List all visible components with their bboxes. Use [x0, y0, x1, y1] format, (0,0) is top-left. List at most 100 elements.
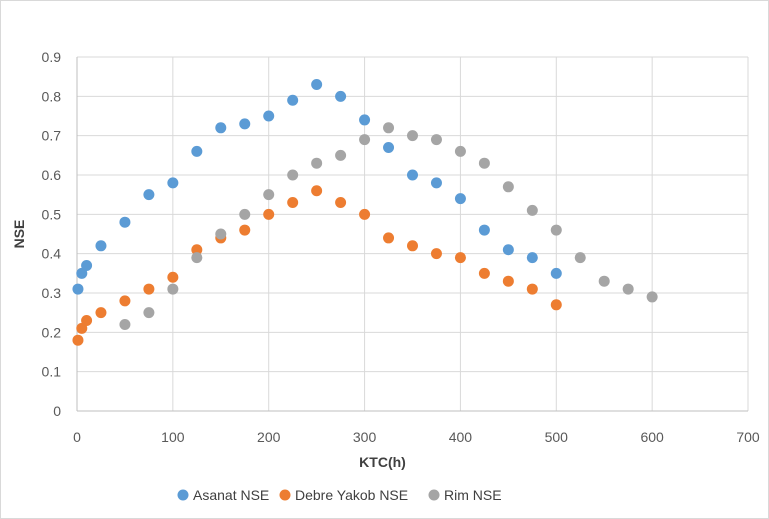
x-tick-label: 500	[545, 429, 569, 445]
data-point	[454, 193, 466, 205]
data-point	[454, 252, 466, 264]
axes	[76, 57, 748, 412]
data-point	[550, 267, 562, 279]
data-point	[383, 141, 395, 153]
data-point	[407, 240, 418, 252]
data-point	[119, 318, 131, 330]
series-3	[119, 122, 658, 330]
data-point	[454, 145, 466, 157]
x-tick-label: 100	[161, 429, 185, 445]
data-point	[526, 252, 538, 264]
data-point	[311, 157, 323, 169]
data-point	[335, 197, 347, 209]
data-point	[263, 208, 275, 220]
x-tick-label: 700	[736, 429, 760, 445]
data-point	[239, 118, 251, 130]
data-point	[359, 134, 371, 146]
data-point	[76, 322, 88, 334]
data-point	[215, 228, 227, 240]
data-point	[502, 275, 514, 287]
data-point	[81, 259, 93, 271]
data-point	[526, 283, 538, 295]
data-point	[263, 110, 275, 122]
data-point	[526, 204, 538, 216]
data-point	[311, 185, 323, 197]
data-point	[263, 189, 275, 201]
legend-label: Asanat NSE	[193, 487, 269, 503]
y-tick-label: 0.5	[42, 206, 62, 222]
data-point	[359, 114, 371, 126]
data-point	[430, 177, 442, 189]
data-point	[407, 130, 418, 142]
data-point	[72, 334, 84, 346]
data-point	[430, 134, 442, 146]
data-point	[215, 122, 227, 134]
x-tick-label: 400	[449, 429, 473, 445]
data-point	[478, 224, 490, 236]
data-point	[359, 208, 371, 220]
x-tick-labels: 0 100 200 300 400 500 600 700	[73, 429, 760, 445]
data-point	[598, 275, 610, 287]
x-tick-label: 600	[640, 429, 664, 445]
x-tick-label: 300	[353, 429, 377, 445]
y-tick-label: 0	[53, 403, 61, 419]
y-tick-label: 0.8	[42, 88, 62, 104]
data-point	[72, 283, 84, 295]
legend-marker	[428, 489, 440, 501]
data-point	[502, 244, 514, 256]
series-2	[72, 185, 562, 346]
y-axis-title: NSE	[11, 220, 27, 249]
x-tick-label: 200	[257, 429, 281, 445]
data-point	[287, 197, 299, 209]
y-tick-labels: 0 0.1 0.2 0.3 0.4 0.5 0.6 0.7 0.8 0.9	[42, 49, 62, 419]
data-point	[646, 291, 658, 303]
y-tick-label: 0.6	[42, 167, 62, 183]
data-point	[143, 307, 155, 319]
series-1	[72, 79, 562, 295]
data-point	[622, 283, 634, 295]
data-point	[191, 244, 203, 256]
data-point	[383, 232, 395, 244]
x-axis-title: KTC(h)	[359, 454, 406, 470]
data-point	[574, 252, 586, 264]
legend-marker	[177, 489, 189, 501]
gridlines	[77, 56, 749, 412]
data-point	[287, 94, 299, 106]
data-point	[95, 240, 107, 252]
y-tick-label: 0.4	[42, 246, 62, 262]
data-point	[191, 252, 203, 264]
legend-label: Rim NSE	[444, 487, 502, 503]
data-point	[191, 145, 203, 157]
legend: Asanat NSE Debre Yakob NSE Rim NSE	[177, 487, 502, 503]
data-point	[95, 307, 107, 319]
data-point	[478, 157, 490, 169]
data-point	[478, 267, 490, 279]
data-point	[335, 149, 347, 161]
y-tick-label: 0.7	[42, 128, 62, 144]
data-point	[143, 189, 155, 201]
data-point	[430, 248, 442, 260]
data-point	[383, 122, 395, 134]
y-tick-label: 0.1	[42, 364, 62, 380]
data-point	[335, 90, 347, 102]
data-point	[550, 299, 562, 311]
data-point	[119, 216, 131, 228]
y-tick-label: 0.9	[42, 49, 62, 65]
data-point	[143, 283, 155, 295]
data-point	[167, 283, 179, 295]
data-point	[550, 224, 562, 236]
data-series	[72, 79, 658, 346]
data-point	[76, 267, 88, 279]
data-point	[239, 224, 251, 236]
data-point	[311, 79, 323, 91]
data-point	[502, 181, 514, 193]
legend-label: Debre Yakob NSE	[295, 487, 408, 503]
data-point	[287, 169, 299, 181]
y-tick-label: 0.3	[42, 285, 62, 301]
data-point	[167, 177, 179, 189]
data-point	[119, 295, 131, 307]
x-tick-label: 0	[73, 429, 81, 445]
legend-marker	[279, 489, 291, 501]
